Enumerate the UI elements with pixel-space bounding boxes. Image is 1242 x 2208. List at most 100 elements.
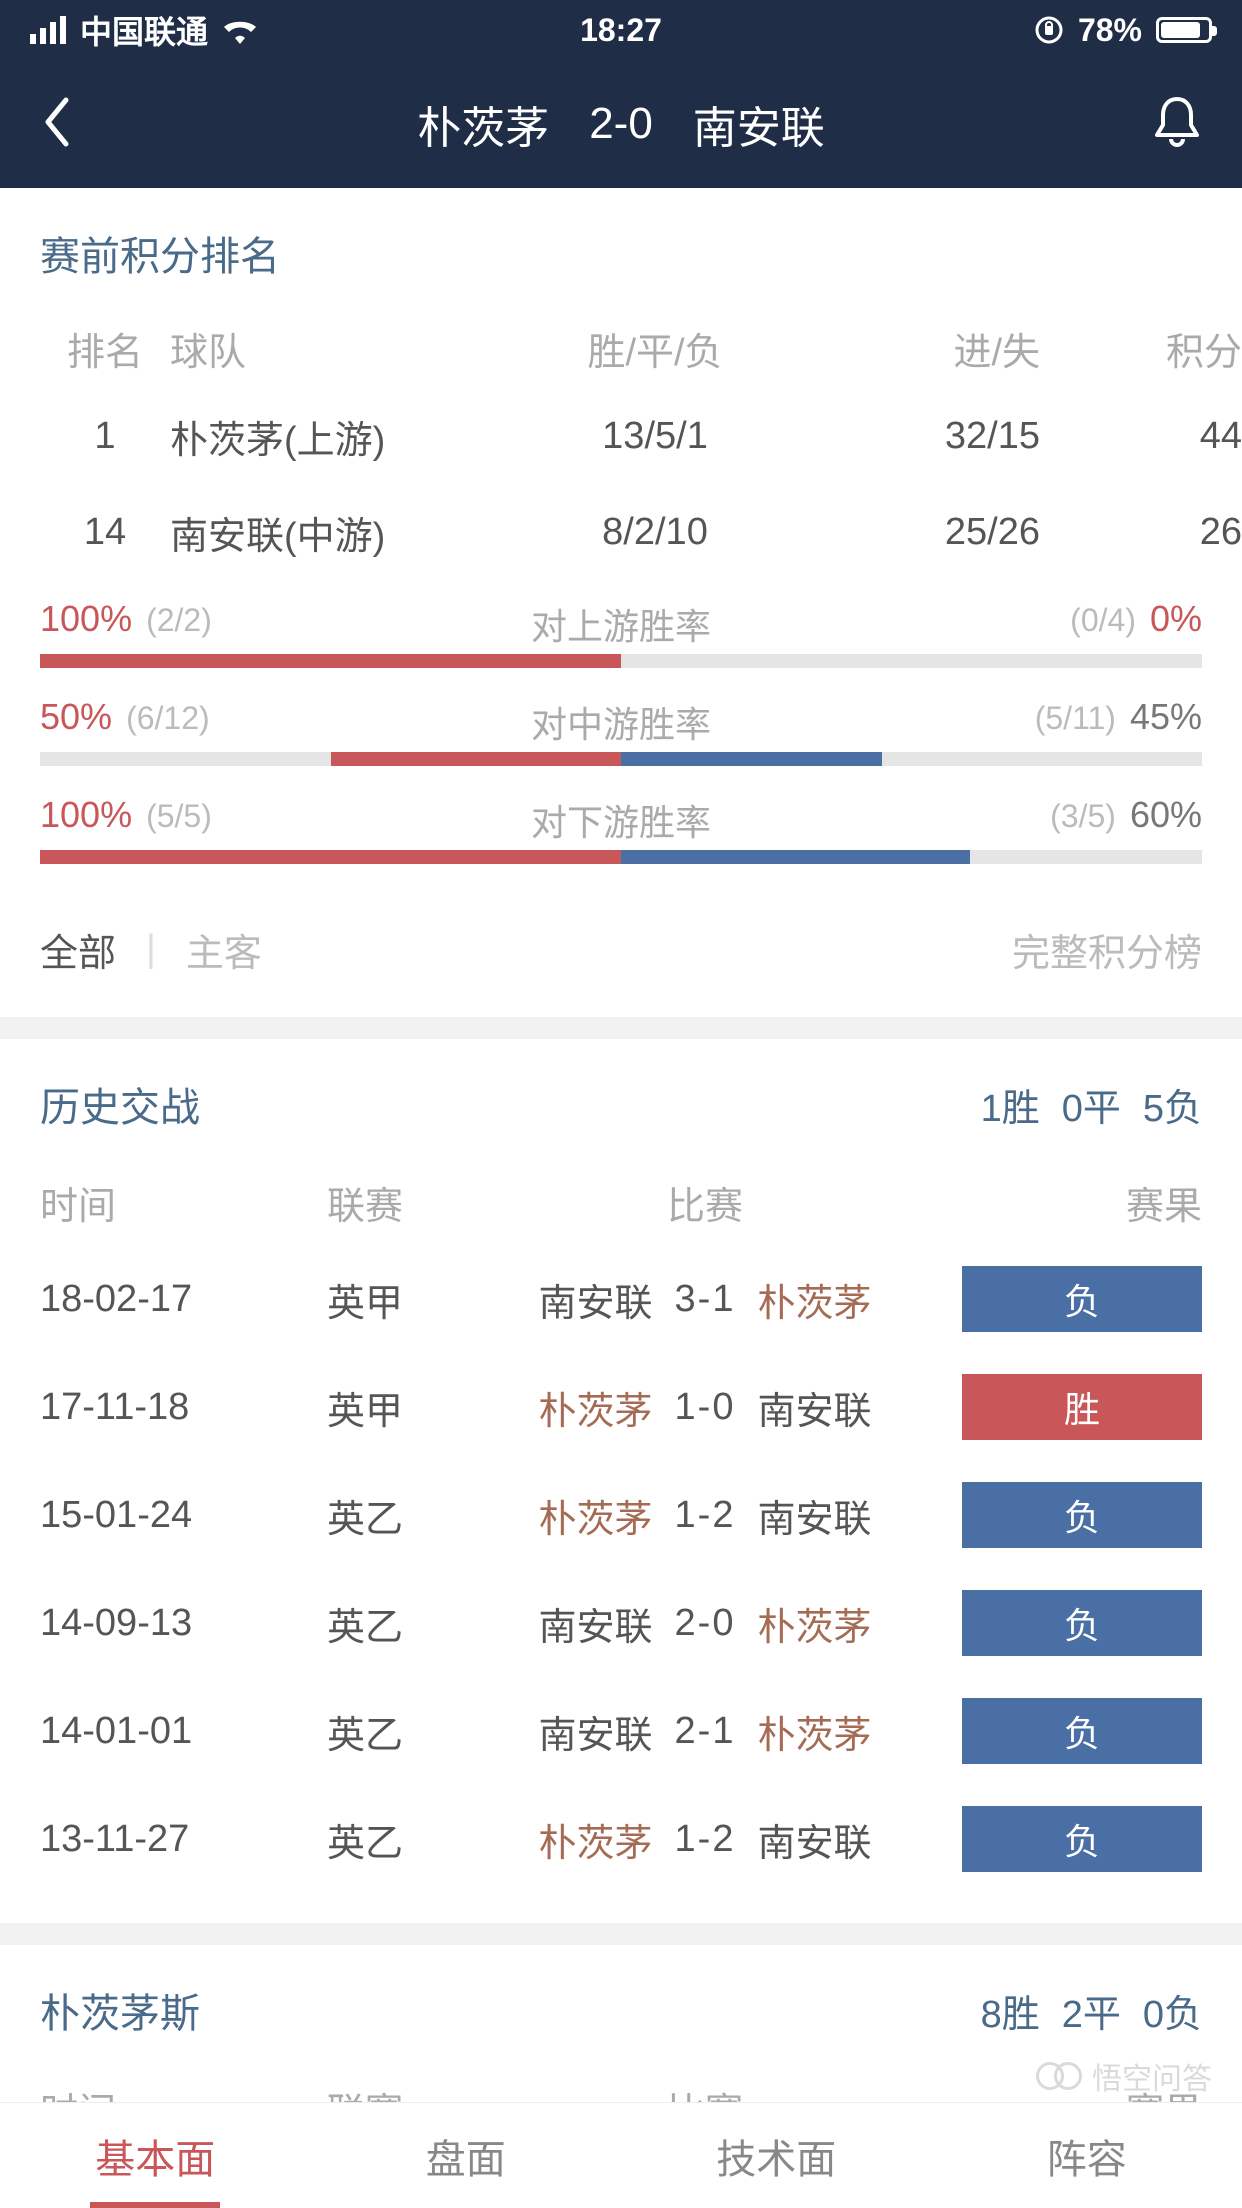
h2h-section: 历史交战 1胜 0平 5负 时间 联赛 比赛 赛果 18-02-17英甲南安联3… [0, 1039, 1242, 1923]
status-bar: 中国联通 18:27 78% [0, 0, 1242, 60]
standings-row[interactable]: 1朴茨茅(上游)13/5/132/1544 [0, 388, 1242, 484]
h2h-summary-d: 0平 [1062, 1077, 1121, 1132]
h2h-score: 1-2 [675, 1494, 736, 1537]
h2h-away: 朴茨茅 [757, 1596, 871, 1651]
h2h-league: 英乙 [270, 1812, 460, 1867]
rate-bar [40, 654, 1202, 668]
h2h-header: 历史交战 1胜 0平 5负 [0, 1039, 1242, 1159]
col-wdl: 胜/平/负 [500, 321, 810, 376]
h2h-home: 南安联 [539, 1596, 653, 1651]
result-badge: 负 [962, 1698, 1202, 1764]
h2h-row[interactable]: 17-11-18英甲朴茨茅1-0南安联胜 [0, 1353, 1242, 1461]
tab-0[interactable]: 基本面 [0, 2103, 311, 2208]
h2h-title: 历史交战 [40, 1075, 200, 1133]
watermark-text: 悟空问答 [1092, 2054, 1212, 2098]
full-table-link[interactable]: 完整积分榜 [1012, 922, 1202, 977]
h2h-row[interactable]: 13-11-27英乙朴茨茅1-2南安联负 [0, 1785, 1242, 1893]
h2h-match: 南安联3-1朴茨茅 [460, 1272, 950, 1327]
tab-2[interactable]: 技术面 [621, 2103, 932, 2208]
nav-header: 朴茨茅 2-0 南安联 [0, 60, 1242, 188]
cell-gfga: 25/26 [810, 511, 1040, 554]
h2h-match: 南安联 2-1 朴茨茅 [460, 1704, 950, 1759]
watermark: 悟空问答 [1046, 2054, 1212, 2098]
rate-right-pct: 0% [1150, 598, 1202, 640]
result-badge: 负 [962, 1590, 1202, 1656]
h2h-home: 南安联 [539, 1272, 653, 1327]
rate-left-pct: 100% [40, 794, 132, 836]
h2h-col-match: 比赛 [460, 1175, 950, 1230]
h2h-row[interactable]: 18-02-17英甲南安联3-1朴茨茅负 [0, 1245, 1242, 1353]
h2h-away: 南安联 [757, 1812, 871, 1867]
winrate-block: 100%(2/2)对上游胜率(0/4)0% [0, 598, 1242, 668]
h2h-date: 15-01-24 [40, 1494, 270, 1537]
h2h-date: 18-02-17 [40, 1278, 270, 1321]
standings-columns: 排名 球队 胜/平/负 进/失 积分 [0, 308, 1242, 388]
h2h-away: 朴茨茅 [757, 1704, 871, 1759]
cell-pts: 44 [1040, 415, 1242, 458]
team-form-d: 2平 [1062, 1983, 1121, 2038]
winrate-block: 50% (6/12) 对中游胜率 (5/11) 45% [0, 696, 1242, 766]
h2h-away: 朴茨茅 [757, 1272, 871, 1327]
back-button[interactable] [40, 96, 70, 153]
carrier-label: 中国联通 [80, 7, 208, 53]
h2h-row[interactable]: 15-01-24英乙朴茨茅1-2南安联负 [0, 1461, 1242, 1569]
rate-left-pct: 100% [40, 598, 132, 640]
filter-all[interactable]: 全部 [40, 922, 116, 977]
h2h-home: 朴茨茅 [539, 1488, 653, 1543]
rate-right-pct: 45% [1130, 696, 1202, 738]
h2h-date: 14-01-01 [40, 1710, 270, 1753]
result-badge: 负 [962, 1806, 1202, 1872]
rate-right-sub: (0/4) [1070, 602, 1136, 639]
wifi-icon [222, 16, 258, 44]
cell-team: 南安联(中游) [170, 505, 500, 560]
rate-right-pct: 60% [1130, 794, 1202, 836]
col-team: 球队 [170, 321, 500, 376]
h2h-home: 朴茨茅 [539, 1812, 653, 1867]
filter-home-away[interactable]: 主客 [186, 922, 262, 977]
h2h-row[interactable]: 14-09-13英乙南安联2-0朴茨茅负 [0, 1569, 1242, 1677]
standings-row[interactable]: 14南安联(中游)8/2/1025/2626 [0, 484, 1242, 580]
cell-wdl: 13/5/1 [500, 415, 810, 458]
rate-label: 对下游胜率 [531, 794, 711, 846]
rate-bar [40, 850, 1202, 864]
tab-1[interactable]: 盘面 [311, 2103, 622, 2208]
col-gfga: 进/失 [810, 321, 1040, 376]
h2h-match: 朴茨茅1-2南安联 [460, 1488, 950, 1543]
cell-pts: 26 [1040, 511, 1242, 554]
h2h-col-result: 赛果 [950, 1175, 1202, 1230]
h2h-summary: 1胜 0平 5负 [981, 1077, 1202, 1132]
bell-icon [1152, 95, 1202, 149]
team-away-label: 南安联 [693, 92, 825, 156]
h2h-match: 南安联2-0朴茨茅 [460, 1596, 950, 1651]
rate-right-sub: (5/11) [1035, 700, 1116, 737]
h2h-row[interactable]: 14-01-01英乙 南安联 2-1 朴茨茅 负 [0, 1677, 1242, 1785]
h2h-col-league: 联赛 [270, 1175, 460, 1230]
h2h-summary-w: 1胜 [981, 1077, 1040, 1132]
chevron-left-icon [40, 96, 70, 148]
h2h-score: 1-0 [675, 1386, 736, 1429]
rate-label: 对中游胜率 [531, 696, 711, 748]
filter-divider: | [146, 928, 156, 971]
col-pts: 积分 [1040, 321, 1242, 376]
match-score: 2-0 [589, 99, 653, 149]
rate-right-sub: (3/5) [1050, 798, 1116, 835]
cell-rank: 14 [40, 511, 170, 554]
h2h-date: 14-09-13 [40, 1602, 270, 1645]
standings-title-text: 赛前积分排名 [40, 224, 280, 282]
tab-3[interactable]: 阵容 [932, 2103, 1242, 2208]
h2h-home: 朴茨茅 [539, 1380, 653, 1435]
h2h-score: 2-1 [675, 1710, 736, 1753]
h2h-home: 南安联 [539, 1704, 653, 1759]
battery-pct: 78% [1078, 12, 1142, 49]
h2h-league: 英甲 [270, 1272, 460, 1327]
rate-left-sub: (2/2) [146, 602, 212, 639]
signal-icon [30, 16, 66, 44]
rate-left-sub: (6/12) [126, 700, 210, 737]
h2h-match: 朴茨茅 1-2 南安联 [460, 1812, 950, 1867]
h2h-score: 1-2 [675, 1818, 736, 1861]
notifications-button[interactable] [1152, 95, 1202, 154]
rate-left-pct: 50% [40, 696, 112, 738]
cell-team: 朴茨茅(上游) [170, 409, 500, 464]
h2h-summary-l: 5负 [1143, 1077, 1202, 1132]
h2h-league: 英乙 [270, 1704, 460, 1759]
